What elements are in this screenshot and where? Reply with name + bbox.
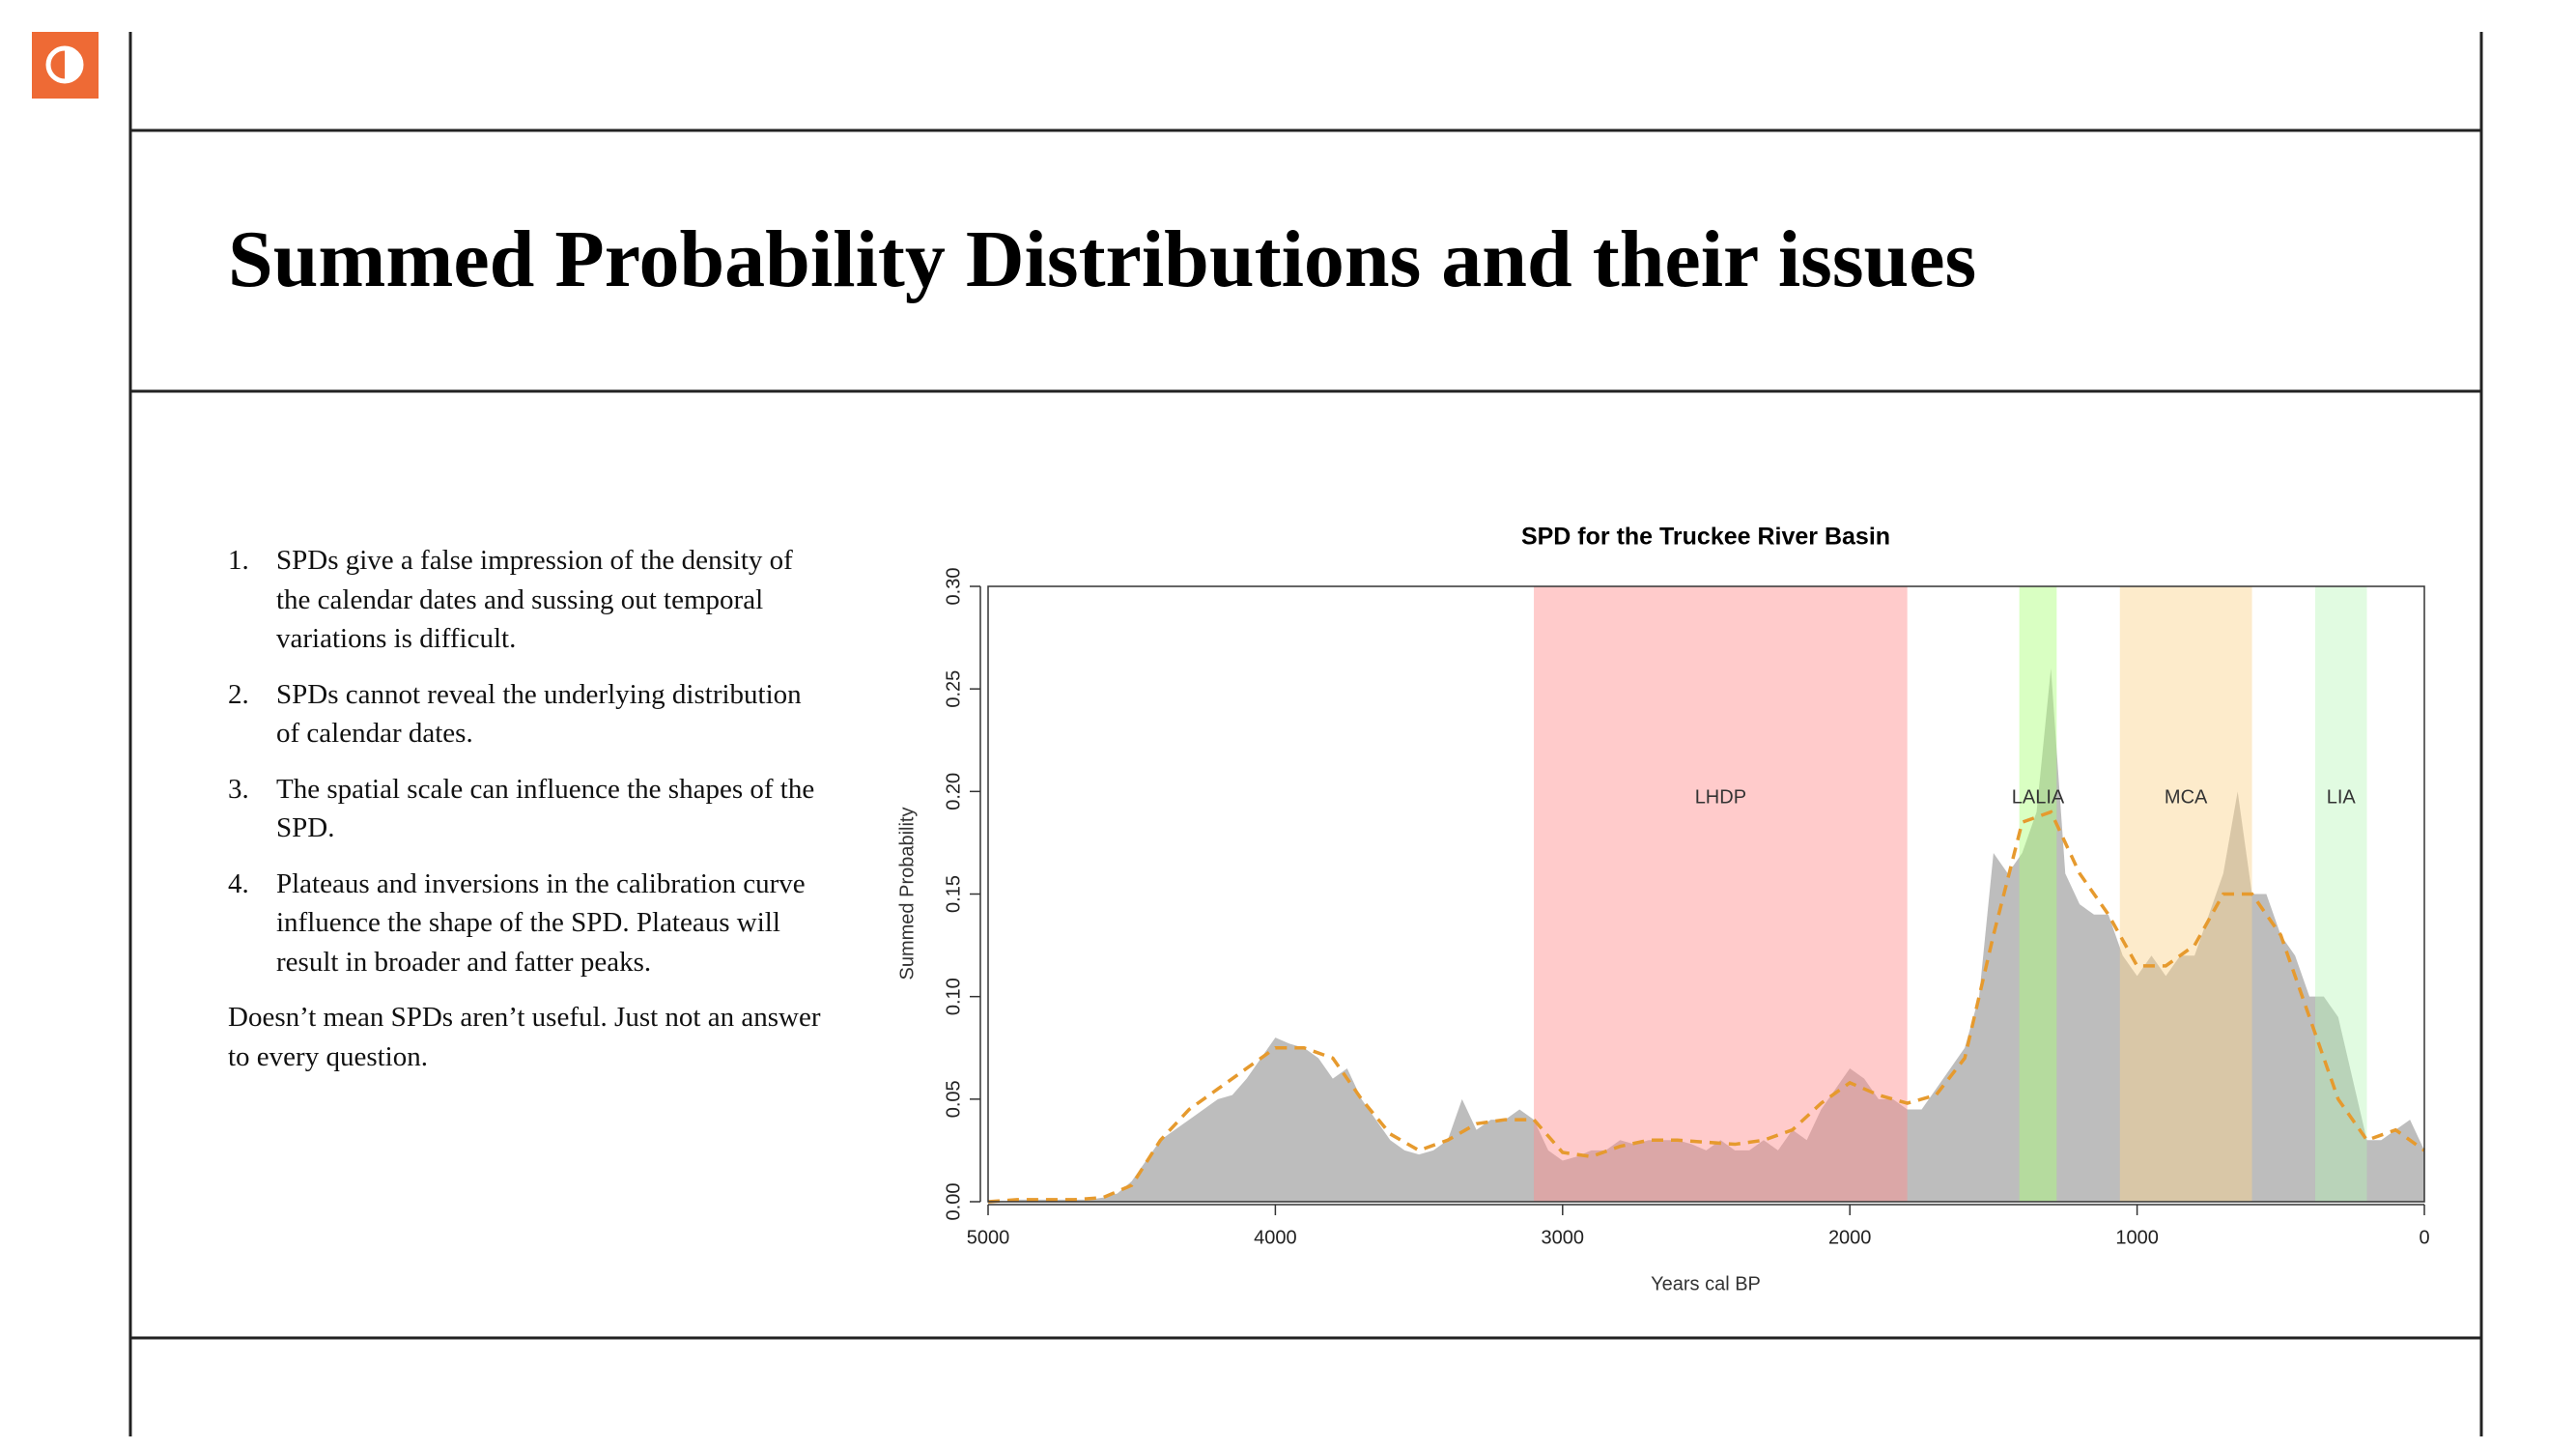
period-band [1534,586,1908,1202]
period-label: LIA [2327,786,2357,808]
list-number: 2. [228,678,249,710]
note-text: Doesn’t mean SPDs aren’t useful. Just no… [228,1002,821,1072]
y-tick-label: 0.05 [943,1080,964,1118]
y-tick-label: 0.25 [943,670,964,708]
list-item: 4. Plateaus and inversions in the calibra… [228,865,827,982]
list-number: 4. [228,867,249,899]
period-label: LALIA [2012,786,2065,808]
period-band [2314,586,2367,1202]
list-item: 2. SPDs cannot reveal the underlying dist… [228,675,827,753]
list-number: 1. [228,545,249,576]
list-text: Plateaus and inversions in the calibrati… [276,867,806,978]
y-tick-label: 0.15 [943,875,964,913]
x-tick-label: 3000 [1542,1227,1585,1248]
plot-frame [987,585,2425,1203]
x-tick-label: 1000 [2115,1227,2159,1248]
x-tick-label: 2000 [1828,1227,1872,1248]
list-item: 3. The spatial scale can influence the sh… [228,770,827,848]
x-tick-label: 4000 [1254,1227,1297,1248]
list-text: SPDs give a false impression of the dens… [276,545,793,654]
y-tick-label: 0.10 [943,978,964,1015]
plot-area [987,586,2426,1204]
period-band [2019,586,2057,1202]
smoothed-line [987,810,2426,1204]
spd-area [988,668,2424,1202]
x-tick-label: 0 [2419,1227,2429,1248]
list-item: 1. SPDs give a false impression of the de… [228,541,827,659]
list-text: SPDs cannot reveal the underlying distri… [276,678,802,750]
y-tick-label: 0.20 [943,773,964,810]
x-tick-label: 5000 [967,1227,1010,1248]
y-tick-label: 0.30 [943,568,964,606]
list-text: The spatial scale can influence the shap… [276,773,815,844]
y-tick-label: 0.00 [943,1183,964,1221]
period-label: LHDP [1695,786,1746,808]
chart-title: SPD for the Truckee River Basin [1521,524,1890,551]
logo-mark [65,48,81,81]
period-label: MCA [2165,786,2208,808]
body-text: 1. SPDs give a false impression of the de… [228,541,827,1076]
slide-title: Summed Probability Distributions and the… [228,214,1977,304]
x-axis-title: Years cal BP [1651,1273,1761,1294]
list-number: 3. [228,773,249,805]
y-axis-title: Summed Probability [896,808,918,980]
